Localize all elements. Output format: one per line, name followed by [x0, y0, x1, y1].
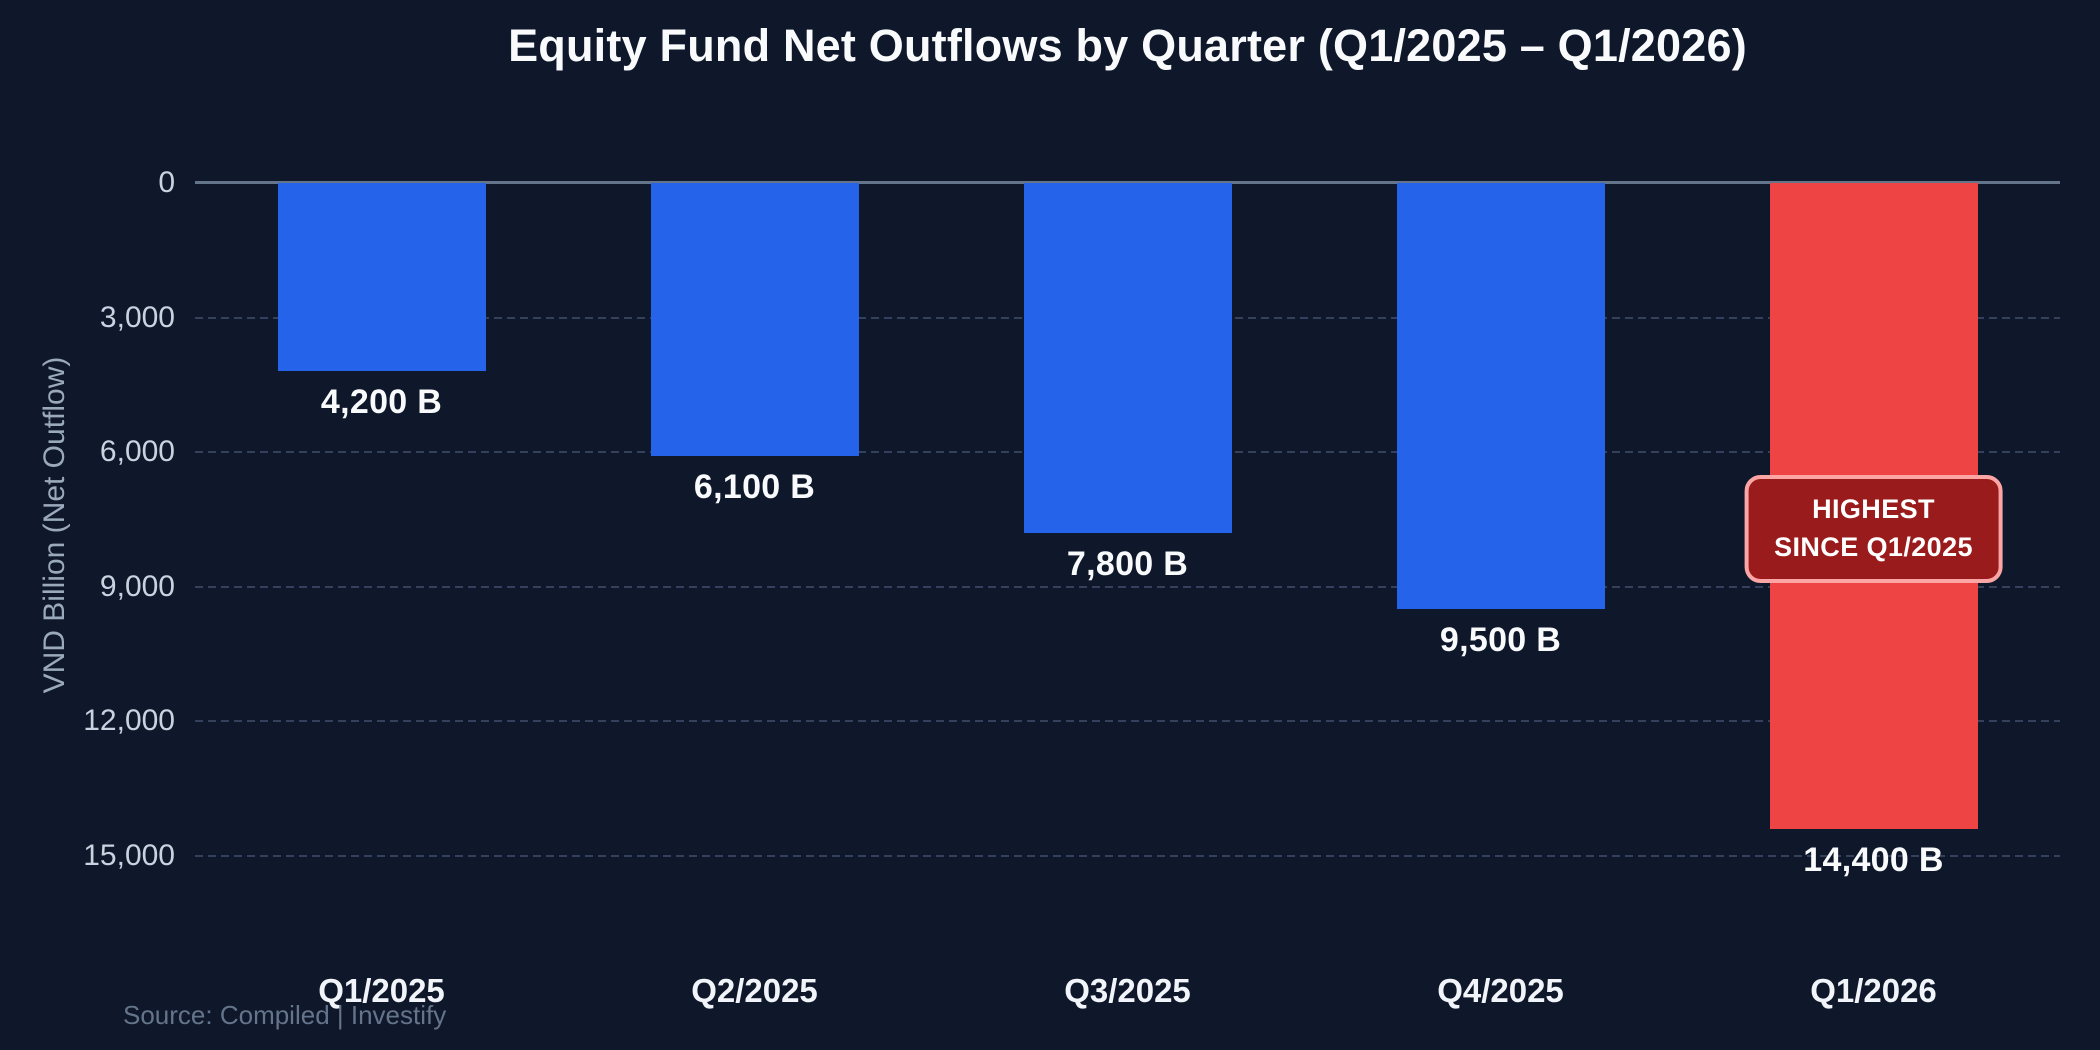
x-tick-label: Q1/2026 [1810, 972, 1937, 1009]
y-tick-label: 12,000 [83, 704, 175, 737]
gridline [195, 585, 2060, 588]
zero-axis-line [195, 181, 2060, 184]
y-tick-label: 6,000 [99, 435, 175, 468]
bar-value-label: 7,800 B [1066, 544, 1189, 583]
bar-value-label: 6,100 B [693, 468, 816, 507]
highlight-badge: HIGHEST SINCE Q1/2025 [1744, 475, 2003, 583]
y-tick-label: 15,000 [83, 838, 175, 872]
y-tick-label: 9,000 [99, 569, 175, 603]
chart-title: Equity Fund Net Outflows by Quarter (Q1/… [508, 20, 1747, 71]
badge-line-1: HIGHEST [1812, 494, 1935, 525]
gridline [195, 854, 2060, 857]
x-tick-label: Q2/2025 [691, 972, 818, 1009]
bar-value-label: 4,200 B [320, 383, 443, 422]
bar-value-label: 14,400 B [1803, 840, 1944, 879]
y-tick-label: 0 [158, 166, 175, 199]
y-axis-title: VND Billion (Net Outflow) [38, 356, 71, 694]
y-tick-label: 3,000 [99, 300, 175, 334]
x-tick-label: Q3/2025 [1064, 972, 1191, 1009]
bar-q3-2025 [1023, 183, 1232, 533]
bar-q1-2025 [277, 183, 486, 372]
x-tick-label: Q4/2025 [1437, 972, 1564, 1009]
badge-line-2: SINCE Q1/2025 [1774, 532, 1973, 563]
gridline [195, 720, 2060, 722]
bar-q2-2025 [650, 183, 859, 457]
x-tick-label: Q1/2025 [318, 972, 445, 1009]
bar-value-label: 9,500 B [1439, 620, 1562, 659]
bar-q4-2025 [1396, 183, 1605, 609]
source-note: Source: Compiled | Investify [123, 1000, 447, 1030]
